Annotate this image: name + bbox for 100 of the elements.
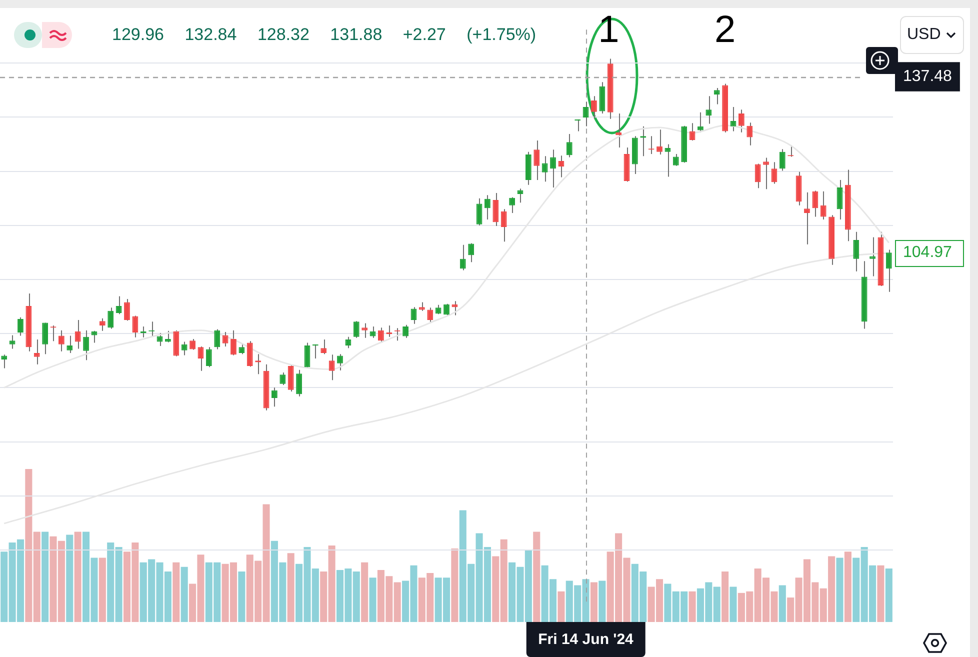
candlestick: [132, 315, 138, 338]
candlestick: [9, 334, 16, 350]
candlestick: [582, 101, 589, 127]
candlestick: [853, 231, 860, 272]
candlestick: [312, 344, 318, 359]
candlestick: [173, 330, 180, 357]
candlestick: [58, 330, 64, 352]
y-tick-label: 104.97: [903, 244, 952, 262]
bar: [238, 572, 246, 622]
candlestick: [599, 82, 606, 114]
candlestick: [509, 196, 515, 214]
candlestick: [272, 387, 278, 408]
bar: [778, 585, 786, 622]
bar: [66, 534, 74, 622]
bar: [885, 568, 892, 622]
candlestick: [550, 149, 556, 188]
bar: [287, 553, 294, 622]
candlestick: [820, 190, 826, 220]
candlestick: [870, 236, 876, 277]
candlestick: [779, 148, 786, 172]
candlestick: [746, 122, 753, 146]
bar: [590, 582, 598, 622]
bar: [836, 558, 844, 622]
candlestick: [66, 335, 73, 354]
candlestick: [345, 336, 352, 349]
bar: [844, 552, 852, 622]
candlestick: [370, 326, 376, 338]
bar: [451, 548, 458, 622]
candlestick: [460, 244, 466, 271]
bar: [172, 562, 180, 622]
candlestick: [886, 249, 892, 292]
candlestick: [558, 155, 564, 178]
candlestick: [42, 322, 48, 355]
candlestick: [320, 339, 327, 355]
candlestick: [74, 320, 81, 350]
candlestick: [206, 346, 212, 368]
annotation: 2: [714, 8, 736, 52]
candlestick: [738, 109, 744, 133]
candlestick: [525, 151, 532, 186]
candlestick: [214, 328, 220, 350]
candlestick: [230, 330, 236, 356]
candlestick: [246, 340, 253, 368]
candlestick: [353, 320, 360, 338]
text: USD: [907, 26, 941, 44]
candlestick: [99, 318, 106, 332]
candlestick: [517, 188, 524, 204]
candlestick: [476, 198, 482, 226]
bar: [730, 586, 737, 622]
candlestick: [435, 304, 442, 315]
bar: [98, 558, 106, 622]
candlestick: [124, 298, 130, 322]
candlestick: [714, 88, 720, 105]
bar: [369, 578, 376, 622]
candlestick: [18, 316, 24, 336]
y-tick-label: 137.48: [903, 68, 952, 86]
candlestick: [288, 364, 294, 392]
candlestick: [296, 369, 302, 397]
bar: [42, 532, 49, 622]
candlestick: [378, 327, 384, 344]
bar: [558, 591, 565, 622]
candlestick: [500, 208, 507, 242]
candlestick: [238, 342, 245, 355]
annotation: 1: [598, 8, 620, 52]
candlestick: [280, 372, 286, 386]
candlestick: [83, 330, 89, 361]
candlestick: [804, 192, 810, 245]
bar: [361, 562, 368, 622]
candlestick: [108, 307, 114, 330]
candlestick: [656, 129, 662, 156]
candlestick: [410, 306, 417, 324]
bar: [598, 580, 606, 622]
text: Fri 14 Jun '24: [526, 622, 646, 657]
candlestick: [34, 339, 40, 365]
candlestick: [492, 192, 499, 226]
bar: [74, 532, 82, 622]
candlestick: [328, 354, 335, 381]
candlestick: [362, 322, 368, 338]
bar: [722, 572, 729, 622]
candlestick: [534, 140, 540, 180]
candlestick: [444, 303, 450, 316]
candlestick: [337, 354, 343, 371]
candlestick: [427, 307, 434, 324]
candlestick: [574, 118, 581, 132]
bar: [877, 565, 884, 622]
line-series: [3, 124, 890, 388]
candlestick: [198, 346, 204, 372]
candlestick: [763, 157, 769, 190]
bar: [180, 566, 188, 622]
candlestick: [812, 190, 818, 218]
candlestick: [484, 194, 490, 220]
candlestick: [796, 171, 802, 206]
bar: [533, 532, 540, 622]
candlestick: [730, 106, 736, 132]
candlestick: [566, 133, 572, 158]
candlestick: [706, 96, 712, 124]
candlestick: [542, 156, 548, 182]
candlestick: [181, 341, 188, 356]
bar: [688, 591, 696, 622]
chart-subtitle: 129.96 132.84 128.32 131.88 +2.27 (+1.75%): [112, 24, 536, 46]
candlestick: [591, 96, 597, 119]
